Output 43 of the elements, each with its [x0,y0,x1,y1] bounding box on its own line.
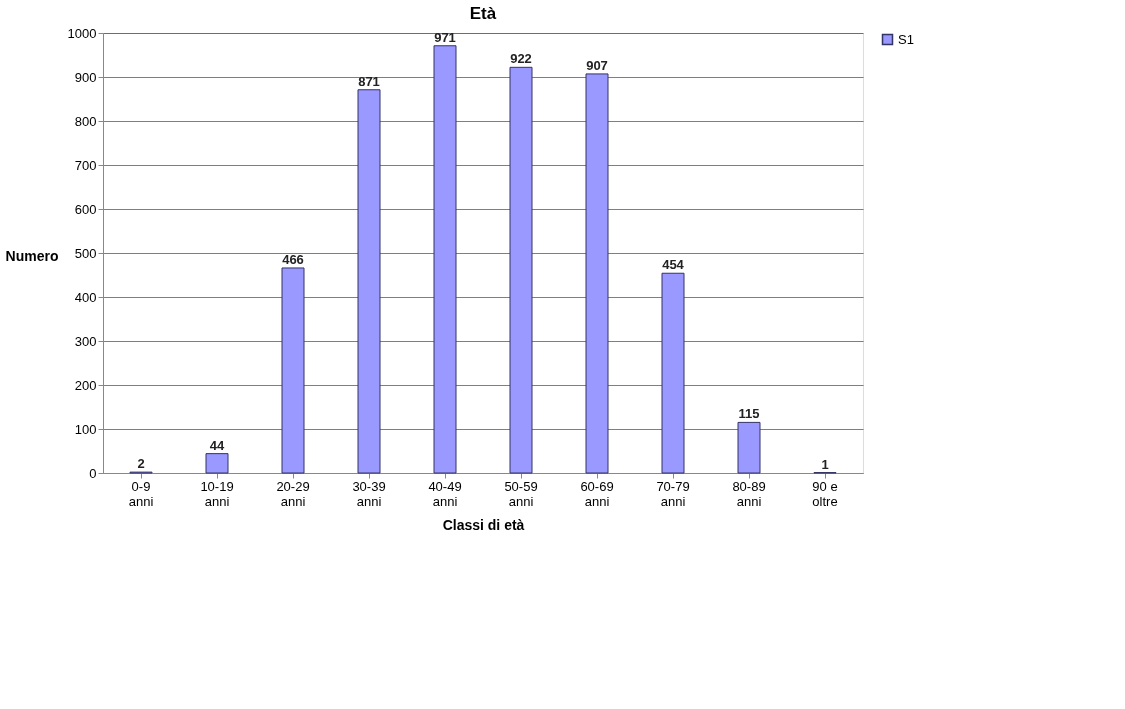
x-axis-title: Classi di età [442,516,525,533]
x-tick-label: 60-69 anni [580,478,614,509]
x-tick-label: 40-49 anni [428,478,462,509]
data-label: 907 [586,57,608,73]
y-tick-label: 100 [74,421,97,437]
data-label: 454 [662,257,685,273]
bar [281,267,305,474]
chart-title: Età [469,4,497,23]
x-tick-label: 50-59 anni [504,478,538,509]
data-label: 115 [738,406,760,422]
y-tick-label: 800 [74,113,97,129]
y-tick-label: 600 [74,201,97,217]
bar [509,66,533,474]
bar [357,89,381,474]
data-label: 466 [282,251,304,267]
x-tick-label: 90 e oltre [812,478,838,509]
y-tick-label: 1000 [67,25,97,41]
y-tick-label: 900 [74,69,97,85]
x-tick-label: 20-29 anni [276,478,310,509]
data-label: 2 [137,456,145,472]
data-label: 1 [821,456,829,472]
data-label: 44 [209,437,225,453]
data-label: 871 [358,73,380,89]
bar [585,73,609,474]
y-tick-label: 700 [74,157,97,173]
bar [433,45,457,474]
x-tick-label: 70-79 anni [656,478,690,509]
y-tick-label: 500 [74,245,97,261]
y-tick-label: 300 [74,333,97,349]
y-tick-label: 0 [89,465,97,481]
x-tick-label: 80-89 anni [732,478,766,509]
y-tick-label: 200 [74,377,97,393]
bar [205,453,229,474]
data-label: 922 [510,51,532,67]
y-tick-label: 400 [74,289,97,305]
x-tick-label: 0-9 anni [128,478,154,509]
y-axis-title: Numero [5,247,59,264]
bar [661,272,685,474]
x-tick-label: 10-19 anni [200,478,234,509]
data-label: 971 [434,29,456,45]
bar [737,421,761,474]
x-tick-label: 30-39 anni [352,478,386,509]
legend-label: S1 [898,31,914,47]
